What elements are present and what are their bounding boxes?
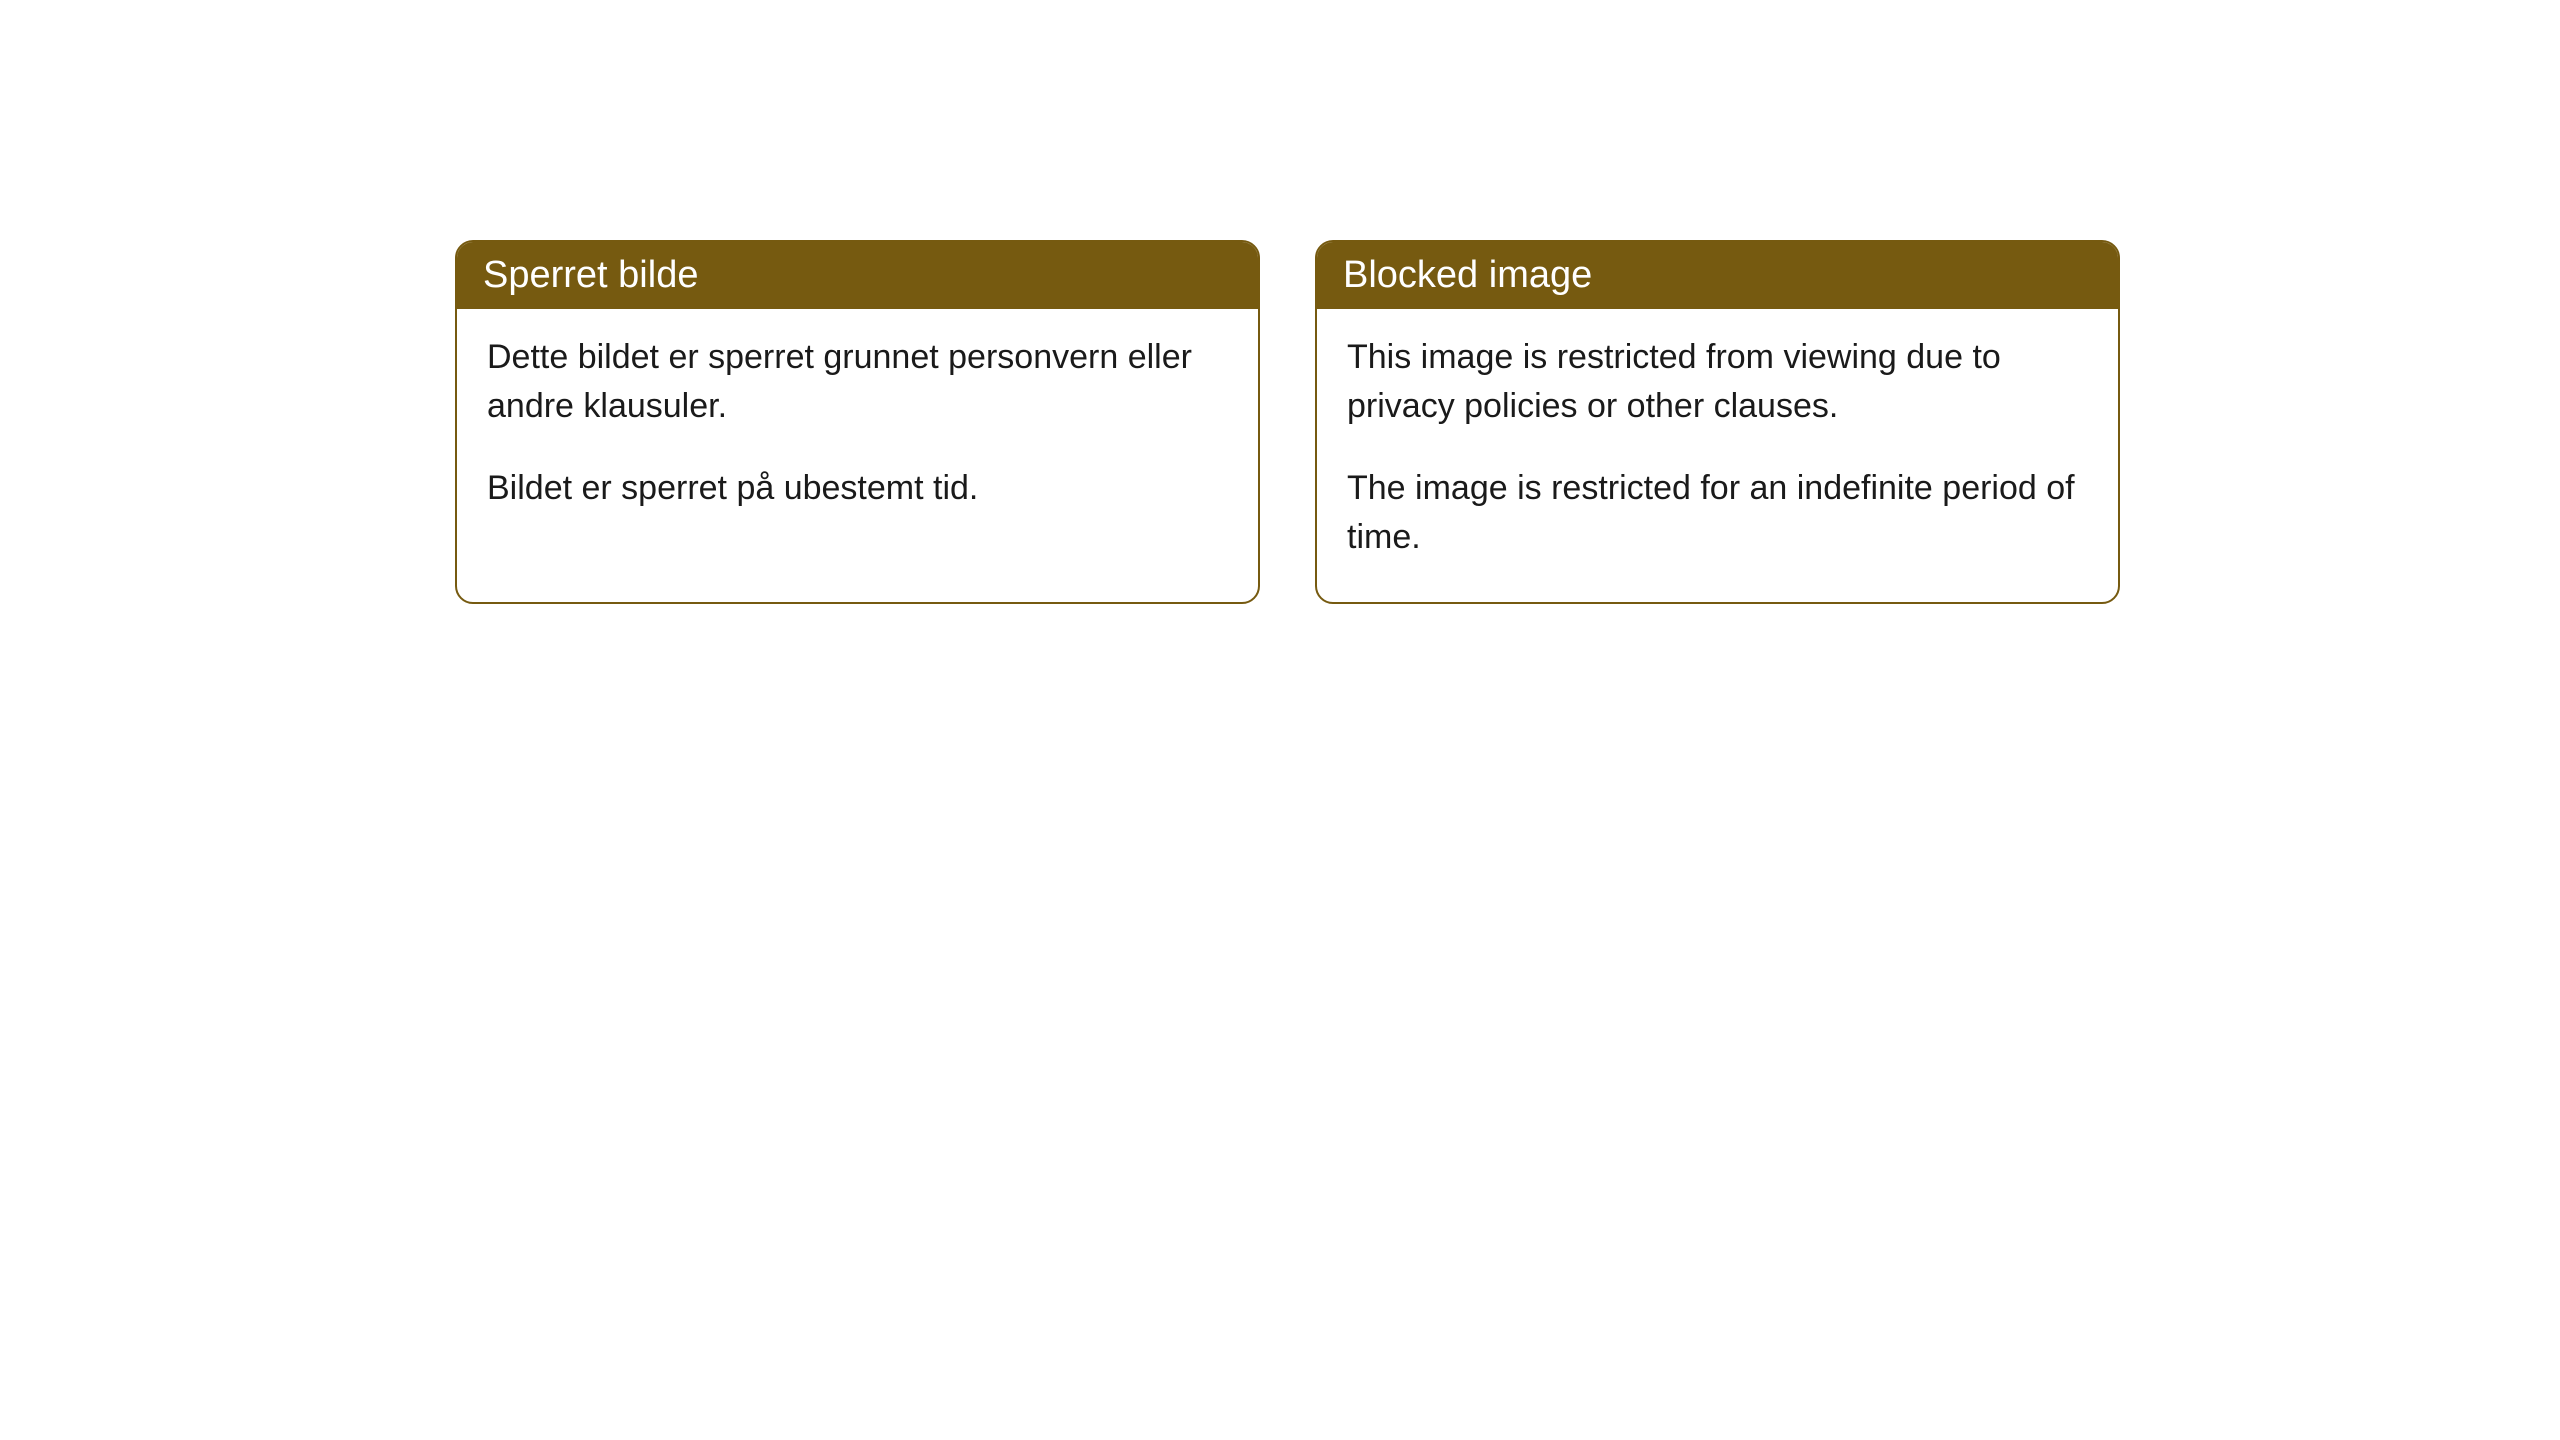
card-norwegian-header: Sperret bilde: [457, 242, 1258, 309]
card-english: Blocked image This image is restricted f…: [1315, 240, 2120, 604]
card-english-header: Blocked image: [1317, 242, 2118, 309]
card-norwegian-body: Dette bildet er sperret grunnet personve…: [457, 309, 1258, 553]
card-norwegian: Sperret bilde Dette bildet er sperret gr…: [455, 240, 1260, 604]
cards-container: Sperret bilde Dette bildet er sperret gr…: [455, 240, 2120, 604]
card-norwegian-paragraph-1: Dette bildet er sperret grunnet personve…: [487, 333, 1228, 432]
card-english-body: This image is restricted from viewing du…: [1317, 309, 2118, 602]
card-english-paragraph-2: The image is restricted for an indefinit…: [1347, 464, 2088, 563]
card-norwegian-paragraph-2: Bildet er sperret på ubestemt tid.: [487, 464, 1228, 513]
card-english-paragraph-1: This image is restricted from viewing du…: [1347, 333, 2088, 432]
